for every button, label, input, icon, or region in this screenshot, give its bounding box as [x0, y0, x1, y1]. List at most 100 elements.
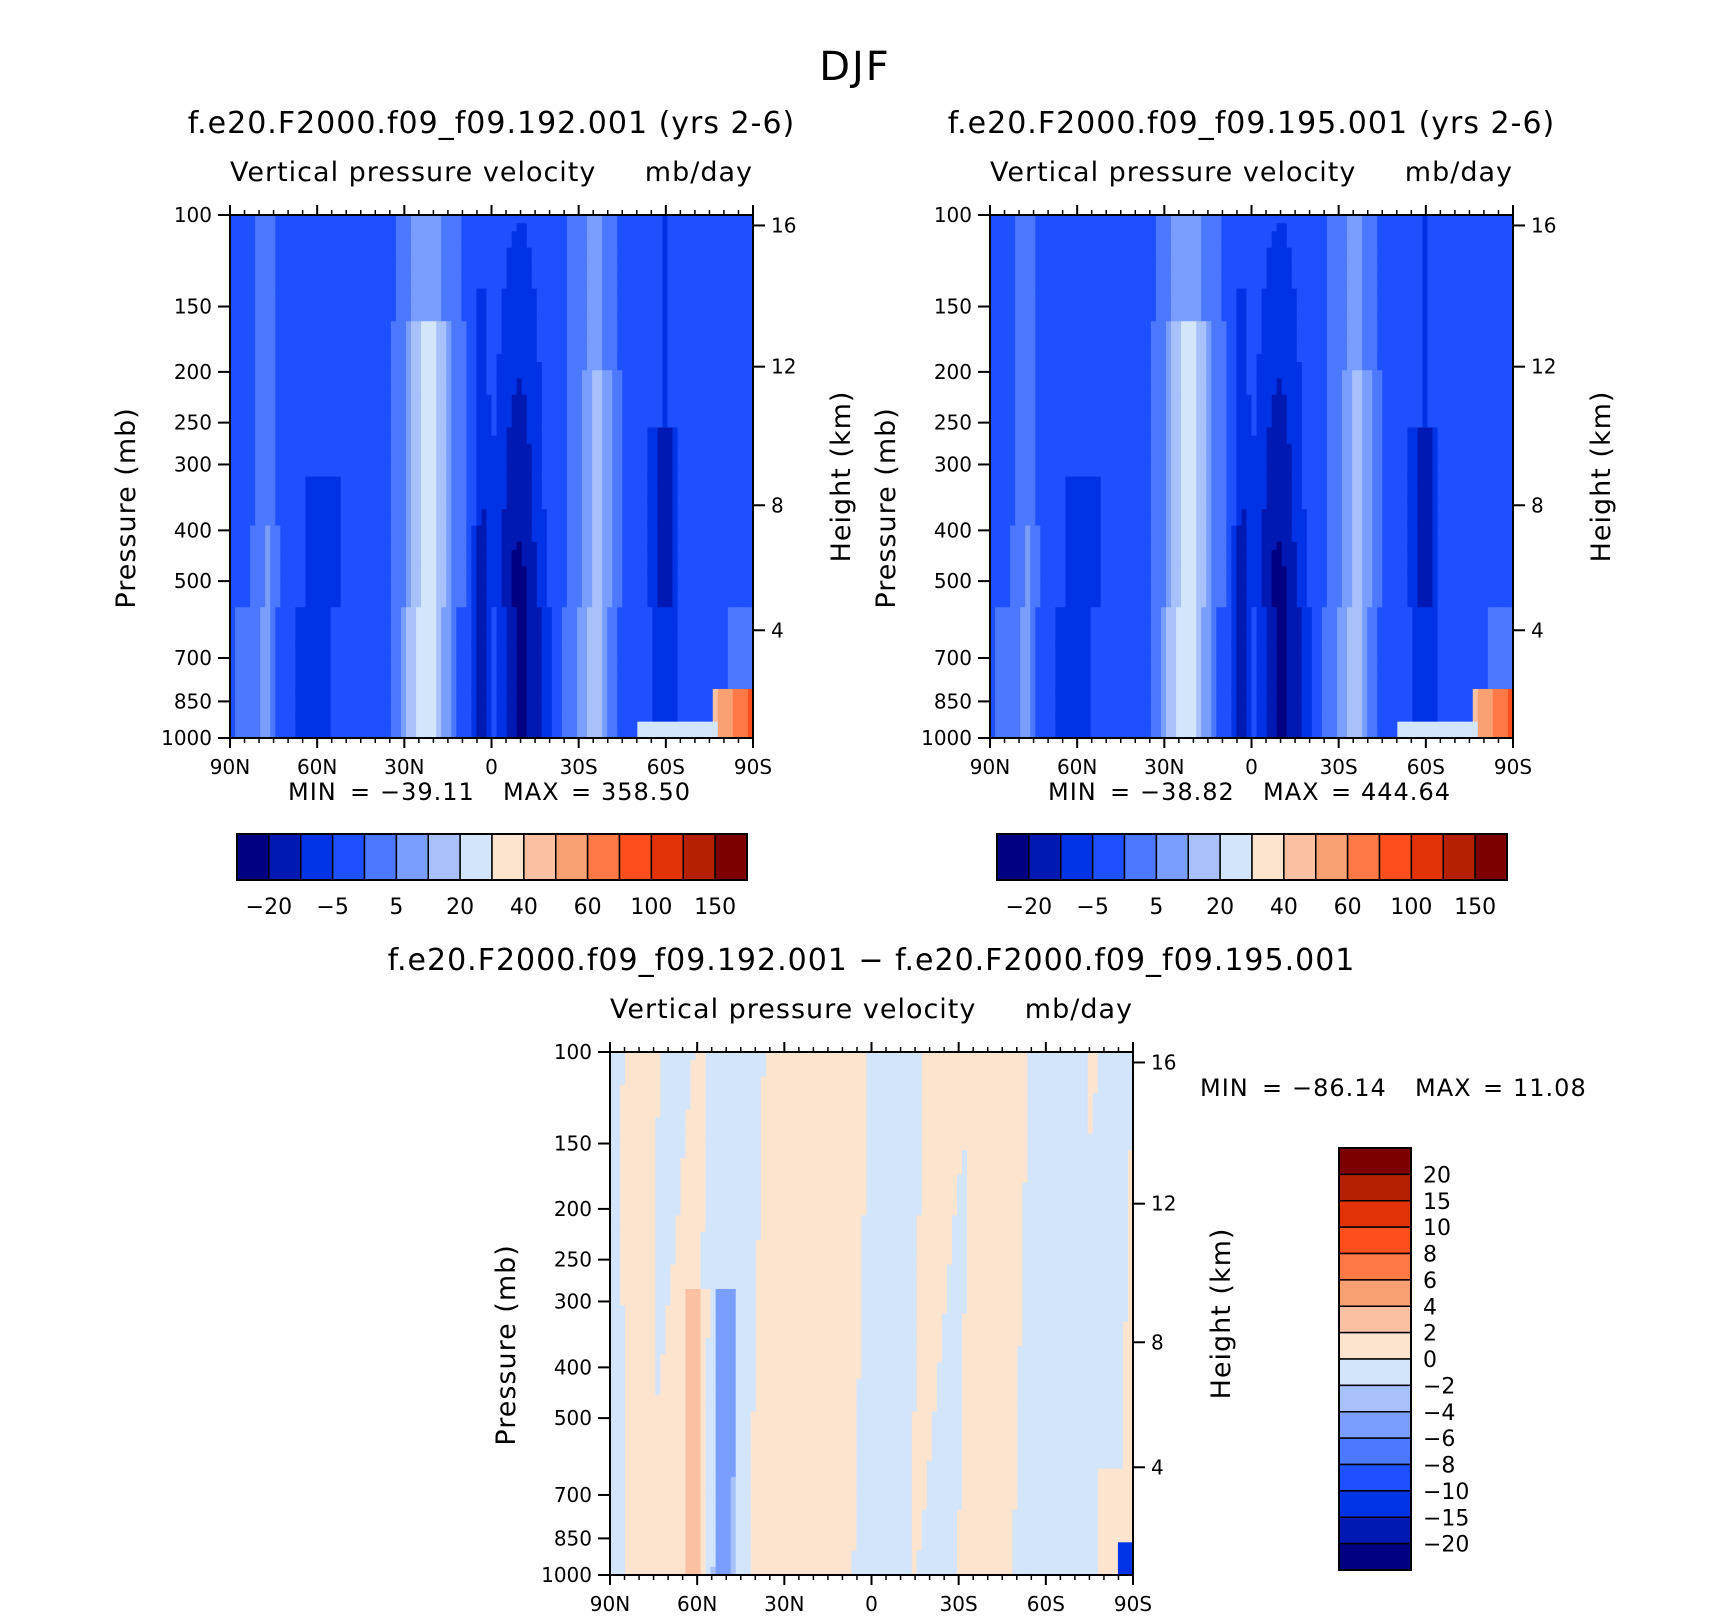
- field-cell: [612, 223, 618, 232]
- field-cell: [446, 591, 452, 600]
- field-cell: [693, 599, 699, 608]
- field-cell: [557, 517, 563, 526]
- field-cell: [476, 566, 482, 575]
- field-cell: [552, 223, 558, 232]
- field-cell: [527, 575, 533, 584]
- field-cell: [235, 256, 241, 265]
- field-cell: [396, 346, 402, 355]
- field-cell: [476, 583, 482, 592]
- field-cell: [632, 215, 638, 224]
- field-cell: [270, 485, 276, 494]
- field-cell: [436, 346, 442, 355]
- field-cell: [657, 264, 663, 273]
- field-cell: [416, 575, 422, 584]
- field-cell: [416, 427, 422, 436]
- field-cell: [497, 526, 503, 535]
- field-cell: [290, 370, 296, 379]
- field-cell: [401, 231, 407, 240]
- field-cell: [552, 542, 558, 551]
- field-cell: [562, 493, 568, 502]
- field-cell: [552, 321, 558, 330]
- field-cell: [275, 550, 281, 559]
- field-cell: [356, 362, 362, 371]
- field-cell: [275, 329, 281, 338]
- field-cell: [607, 248, 613, 257]
- field-cell: [431, 395, 437, 404]
- field-cell: [255, 575, 261, 584]
- field-cell: [280, 550, 286, 559]
- field-cell: [622, 280, 628, 289]
- field-cell: [481, 338, 487, 347]
- field-cell: [688, 485, 694, 494]
- field-cell: [290, 256, 296, 265]
- field-cell: [562, 583, 568, 592]
- field-cell: [401, 280, 407, 289]
- field-cell: [245, 468, 251, 477]
- field-cell: [476, 501, 482, 510]
- field-cell: [250, 485, 256, 494]
- field-cell: [486, 264, 492, 273]
- field-cell: [295, 305, 301, 314]
- field-cell: [728, 240, 734, 249]
- field-cell: [728, 591, 734, 600]
- field-cell: [436, 362, 442, 371]
- field-cell: [693, 264, 699, 273]
- field-cell: [255, 599, 261, 608]
- field-cell: [718, 468, 724, 477]
- field-cell: [522, 362, 528, 371]
- field-cell: [662, 427, 668, 436]
- field-cell: [547, 591, 553, 600]
- field-cell: [632, 395, 638, 404]
- field-cell: [652, 575, 658, 584]
- field-cell: [542, 346, 548, 355]
- field-cell: [401, 550, 407, 559]
- field-cell: [632, 444, 638, 453]
- field-cell: [235, 370, 241, 379]
- field-cell: [527, 419, 533, 428]
- field-cell: [361, 566, 367, 575]
- field-cell: [673, 305, 679, 314]
- field-cell: [376, 240, 382, 249]
- field-cell: [290, 231, 296, 240]
- field-cell: [723, 378, 729, 387]
- field-cell: [436, 542, 442, 551]
- field-cell: [527, 289, 533, 298]
- field-cell: [733, 501, 739, 510]
- field-cell: [466, 280, 472, 289]
- field-cell: [527, 526, 533, 535]
- field-cell: [512, 264, 518, 273]
- field-cell: [673, 599, 679, 608]
- field-cell: [300, 223, 306, 232]
- field-cell: [537, 566, 543, 575]
- field-cell: [723, 517, 729, 526]
- field-cell: [632, 534, 638, 543]
- field-cell: [381, 427, 387, 436]
- field-cell: [466, 289, 472, 298]
- field-cell: [668, 485, 674, 494]
- field-cell: [743, 280, 749, 289]
- field-cell: [522, 444, 528, 453]
- field-cell: [336, 575, 342, 584]
- field-cell: [683, 460, 689, 469]
- field-cell: [652, 231, 658, 240]
- field-cell: [391, 215, 397, 224]
- field-cell: [512, 444, 518, 453]
- field-cell: [406, 223, 412, 232]
- field-cell: [431, 223, 437, 232]
- field-cell: [683, 485, 689, 494]
- field-cell: [376, 280, 382, 289]
- field-cell: [356, 460, 362, 469]
- field-cell: [592, 452, 598, 461]
- field-cell: [461, 223, 467, 232]
- field-cell: [245, 248, 251, 257]
- field-cell: [517, 305, 523, 314]
- field-cell: [275, 575, 281, 584]
- field-cell: [552, 526, 558, 535]
- field-cell: [522, 403, 528, 412]
- field-cell: [471, 419, 477, 428]
- field-cell: [662, 509, 668, 518]
- field-cell: [622, 509, 628, 518]
- field-cell: [733, 452, 739, 461]
- field-cell: [728, 485, 734, 494]
- field-cell: [386, 231, 392, 240]
